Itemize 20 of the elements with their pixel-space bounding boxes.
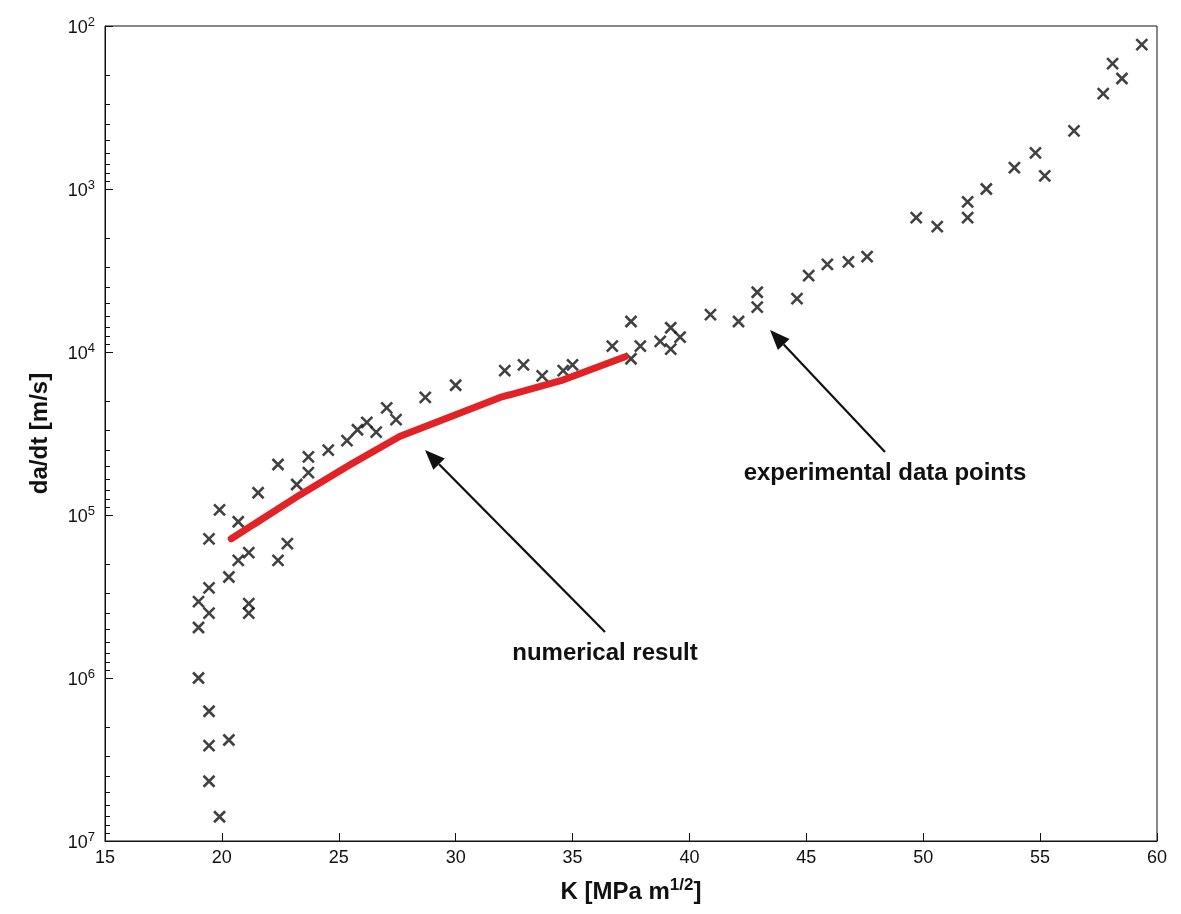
annotation: numerical result — [512, 638, 698, 665]
x-tick-label: 30 — [445, 847, 466, 867]
x-tick-label: 45 — [796, 847, 817, 867]
x-tick-label: 20 — [211, 847, 232, 867]
x-tick-label: 40 — [679, 847, 700, 867]
x-tick-label: 15 — [94, 847, 116, 867]
x-axis-title: K [MPa m$^{1/2}$] — [560, 874, 702, 904]
x-tick-label: 35 — [562, 847, 583, 867]
y-tick-label: 10$^{7}$ — [67, 828, 95, 852]
x-tick-label: 60 — [1146, 847, 1168, 867]
x-tick-label: 55 — [1030, 847, 1051, 867]
y-tick-label: 10$^{3}$ — [67, 176, 95, 200]
x-tick-label: 50 — [913, 847, 934, 867]
annotation: experimental data points — [743, 458, 1027, 485]
y-tick-label: 10$^{6}$ — [67, 665, 95, 689]
y-tick-label: 10$^{2}$ — [67, 13, 95, 37]
y-tick-label: 10$^{4}$ — [67, 339, 95, 363]
y-axis-title: da/dt [m/s] — [25, 372, 52, 495]
x-tick-label: 25 — [328, 847, 349, 867]
y-tick-label: 10$^{5}$ — [67, 502, 95, 526]
